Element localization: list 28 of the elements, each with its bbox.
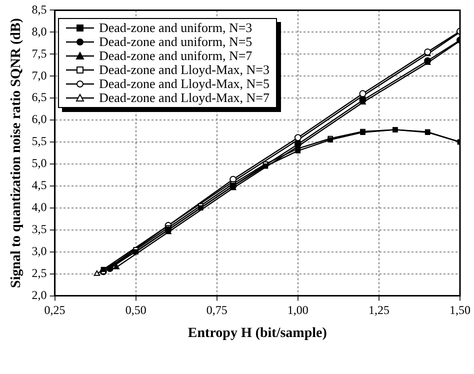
- legend-label: Dead-zone and Lloyd-Max, N=3: [99, 62, 270, 77]
- x-tick-label: 0,75: [206, 303, 228, 318]
- y-tick-label: 2,5: [32, 266, 47, 280]
- legend-label: Dead-zone and uniform, N=5: [99, 34, 252, 49]
- y-axis-title: Signal to quantization noise ratio SQNR (dB): [9, 18, 24, 288]
- y-tick-label: 6,5: [32, 90, 47, 104]
- y-tick-label: 7,5: [32, 46, 47, 60]
- y-tick-label: 4,5: [32, 178, 47, 192]
- y-tick-label: 7,0: [32, 68, 47, 82]
- y-tick-label: 4,0: [32, 200, 47, 214]
- y-tick-label: 3,5: [32, 222, 47, 236]
- legend-label: Dead-zone and uniform, N=3: [99, 20, 252, 35]
- x-tick-label: 1,00: [287, 303, 308, 318]
- x-tick-label: 1,50: [450, 303, 470, 318]
- x-axis-title: Entropy H (bit/sample): [188, 326, 328, 342]
- legend-label: Dead-zone and Lloyd-Max, N=7: [99, 90, 270, 105]
- x-tick-label: 1,25: [368, 303, 390, 318]
- y-tick-label: 5,5: [32, 134, 47, 148]
- y-tick-label: 5,0: [32, 156, 47, 170]
- x-tick-label: 0,25: [44, 303, 66, 318]
- y-tick-label: 6,0: [32, 112, 47, 126]
- legend-label: Dead-zone and uniform, N=7: [99, 48, 252, 63]
- y-tick-label: 3,0: [32, 244, 47, 258]
- legend-label: Dead-zone and Lloyd-Max, N=5: [99, 76, 270, 91]
- y-tick-label: 8,0: [32, 24, 47, 38]
- x-tick-label: 0,50: [125, 303, 146, 318]
- y-tick-label: 2,0: [32, 288, 47, 302]
- y-tick-label: 8,5: [32, 2, 47, 16]
